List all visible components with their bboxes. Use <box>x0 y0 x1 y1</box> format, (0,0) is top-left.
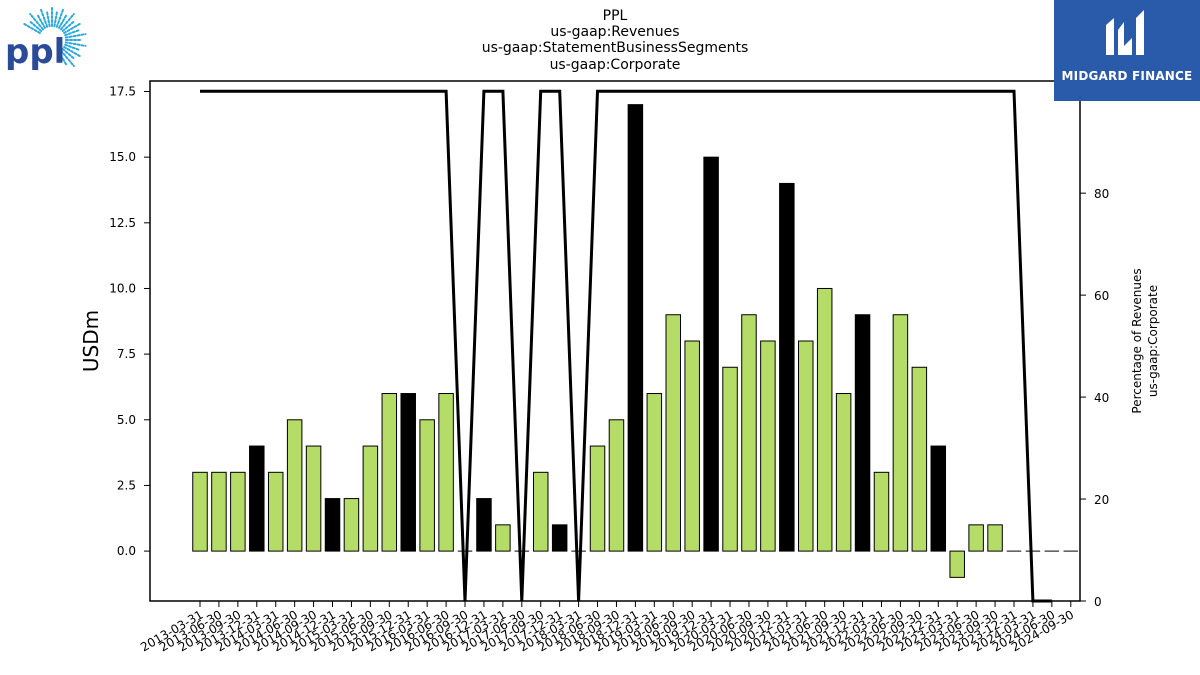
y-axis-right: 020406080100 <box>1080 85 1117 609</box>
y-tick-label: 17.5 <box>109 85 136 99</box>
bar <box>343 498 360 552</box>
logo-ray <box>58 14 67 29</box>
logo-ray <box>37 14 46 29</box>
bar <box>873 471 890 552</box>
logo-ray <box>63 46 83 58</box>
logo-ray <box>64 43 80 51</box>
y-right-tick-label: 60 <box>1094 289 1109 303</box>
sunburst-icon: ppl <box>5 5 87 72</box>
bar <box>930 445 947 552</box>
logo-ray <box>60 49 75 67</box>
logo-ray <box>53 11 58 28</box>
bar <box>532 471 549 552</box>
midgard-mark-icon <box>1106 10 1144 55</box>
bar <box>476 498 492 552</box>
bar <box>798 340 814 552</box>
bar <box>192 471 208 552</box>
y-tick-label: 7.5 <box>117 347 136 361</box>
y-axis-left: 0.0 2.5 5.0 7.5 10.0 12.5 15.0 17.5 <box>109 85 150 558</box>
ppl-logo: ppl <box>0 0 100 78</box>
bar <box>779 182 795 552</box>
bar <box>949 550 965 578</box>
y-tick-label: 12.5 <box>109 216 136 230</box>
bar <box>703 156 719 552</box>
percentage-line <box>200 89 1052 603</box>
bar <box>854 314 871 552</box>
y-right-tick-label: 40 <box>1094 391 1109 405</box>
bar <box>438 393 454 552</box>
y-right-tick-label: 20 <box>1094 493 1109 507</box>
bar <box>495 524 511 552</box>
bar <box>230 471 246 552</box>
chart-title-axis: us-gaap:StatementBusinessSegments <box>482 40 749 56</box>
y-right-tick-label: 0 <box>1094 595 1102 609</box>
logo-ray <box>64 33 87 39</box>
y-axis-right-label-line1: Percentage of Revenues <box>1130 268 1144 413</box>
y-tick-label: 5.0 <box>117 413 136 427</box>
bar <box>911 366 928 552</box>
bar <box>362 445 379 552</box>
logo-ray <box>21 22 41 34</box>
bar <box>684 340 700 552</box>
bar <box>816 287 833 552</box>
logo-ray <box>29 13 44 31</box>
bar <box>286 419 303 552</box>
chart-title-member: us-gaap:Corporate <box>550 57 681 73</box>
bar <box>551 524 568 552</box>
logo-ray <box>61 48 75 59</box>
bar <box>419 419 435 552</box>
logo-ray <box>55 7 65 28</box>
x-axis: 2013-03-312013-06-302013-09-302013-12-31… <box>138 601 1076 654</box>
logo-ray <box>46 11 51 28</box>
chart-title-metric: us-gaap:Revenues <box>550 24 679 40</box>
bar <box>760 340 776 552</box>
logo-ray <box>64 29 80 37</box>
chart-title: PPL us-gaap:Revenues us-gaap:StatementBu… <box>482 8 749 73</box>
bar <box>267 471 284 552</box>
logo-ray <box>64 41 87 47</box>
bar <box>987 524 1003 552</box>
bar <box>665 314 681 552</box>
logo-ray <box>60 13 75 31</box>
y-tick-label: 15.0 <box>109 150 136 164</box>
logo-ray <box>39 7 49 28</box>
y-right-tick-label: 80 <box>1094 187 1109 201</box>
midgard-finance-logo: MIDGARD FINANCE <box>1054 0 1200 101</box>
bar <box>646 393 663 552</box>
bar <box>305 445 322 552</box>
y-tick-label: 2.5 <box>117 478 136 492</box>
bar <box>741 314 757 552</box>
bar <box>608 419 625 552</box>
chart-title-company: PPL <box>603 8 628 24</box>
bar <box>211 471 227 552</box>
y-tick-label: 0.0 <box>117 544 136 558</box>
plot-frame <box>149 80 1081 602</box>
bar <box>627 104 644 552</box>
bar <box>835 393 852 552</box>
bar <box>589 445 606 552</box>
bar <box>381 393 398 552</box>
bar <box>324 498 341 552</box>
bar <box>968 524 984 552</box>
midgard-wordmark: MIDGARD FINANCE <box>1061 69 1193 83</box>
y-axis-left-label: USDm <box>79 310 103 372</box>
logo-ray <box>29 21 43 32</box>
bar <box>249 445 265 552</box>
bar-series <box>192 104 1003 578</box>
bar <box>892 314 909 552</box>
y-axis-right-label-line2: us-gaap:Corporate <box>1146 285 1160 397</box>
bar <box>722 366 738 552</box>
logo-ray <box>58 51 67 66</box>
ppl-logo-wordmark: ppl <box>5 32 65 72</box>
y-tick-label: 10.0 <box>109 281 136 295</box>
logo-ray <box>61 21 75 32</box>
logo-ray <box>63 22 83 34</box>
bar <box>400 393 416 552</box>
